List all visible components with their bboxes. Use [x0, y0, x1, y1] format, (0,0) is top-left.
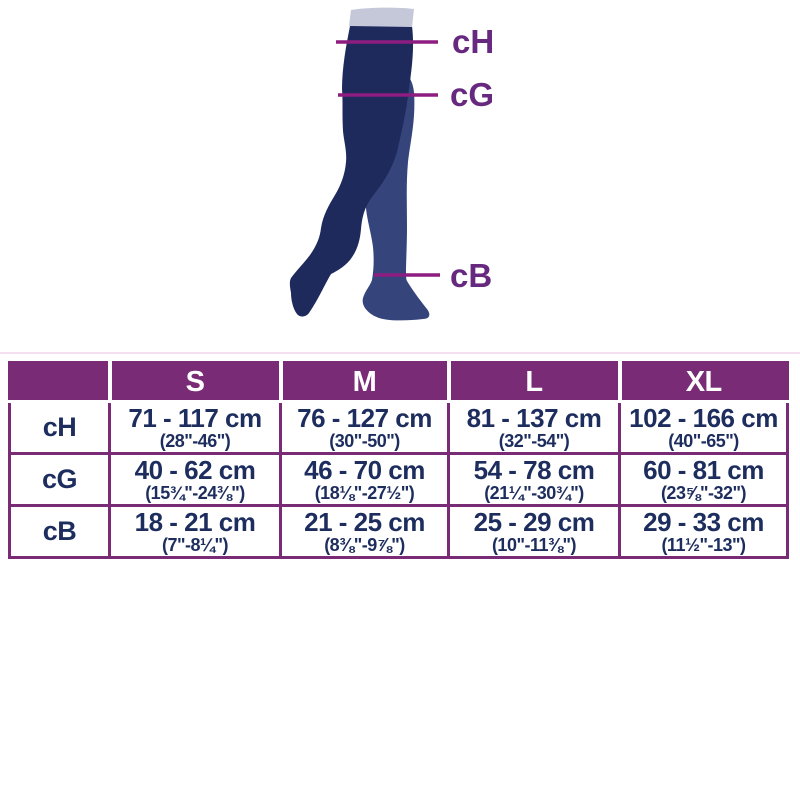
cell-cb-m: 21 - 25 cm (8⅜"-9⅞")	[279, 504, 450, 559]
row-label-ch: cH	[8, 400, 111, 455]
cell-cg-xl: 60 - 81 cm (23⅝"-32")	[618, 452, 789, 507]
size-table: S M L XL cH 71 - 117 cm (28"-46") 76 - 1…	[8, 361, 789, 559]
cell-value-inch: (32"-54")	[498, 431, 570, 452]
cg-label: cG	[450, 76, 494, 113]
cb-label: cB	[450, 257, 492, 294]
cell-value-inch: (18⅛"-27½")	[314, 483, 415, 504]
cell-cb-s: 18 - 21 cm (7"-8¼")	[108, 504, 282, 559]
cell-value-inch: (21¼"-30¾")	[484, 483, 584, 504]
cell-value-cm: 71 - 117 cm	[128, 402, 262, 433]
row-label-cg: cG	[8, 452, 111, 507]
cell-value-cm: 81 - 137 cm	[466, 402, 602, 433]
cell-value-cm: 18 - 21 cm	[134, 506, 256, 537]
cell-value-cm: 76 - 127 cm	[297, 402, 432, 433]
header-corner-cell	[8, 361, 110, 403]
header-size-m: M	[278, 361, 449, 403]
cell-value-inch: (28"-46")	[159, 431, 231, 452]
header-size-s: S	[107, 361, 281, 403]
divider-line	[0, 352, 800, 354]
back-leg-shape	[362, 69, 430, 321]
cell-value-inch: (8⅜"-9⅞")	[324, 535, 405, 556]
cell-value-cm: 54 - 78 cm	[473, 454, 595, 485]
cell-cg-l: 54 - 78 cm (21¼"-30¾")	[447, 452, 621, 507]
cell-value-cm: 60 - 81 cm	[643, 454, 764, 485]
cell-value-cm: 46 - 70 cm	[304, 454, 425, 485]
cell-ch-s: 71 - 117 cm (28"-46")	[108, 400, 282, 455]
cell-value-inch: (23⅝"-32")	[660, 483, 747, 504]
cell-ch-l: 81 - 137 cm (32"-54")	[447, 400, 621, 455]
cell-value-inch: (10"-11⅜")	[491, 535, 577, 556]
ch-label: cH	[452, 23, 494, 60]
table-row-cg: cG 40 - 62 cm (15¾"-24⅜") 46 - 70 cm (18…	[8, 452, 789, 507]
cell-value-cm: 40 - 62 cm	[134, 454, 256, 485]
cell-value-cm: 29 - 33 cm	[643, 506, 764, 537]
table-row-ch: cH 71 - 117 cm (28"-46") 76 - 127 cm (30…	[8, 400, 789, 455]
cell-value-inch: (7"-8¼")	[161, 535, 229, 556]
stocking-band	[349, 7, 414, 27]
cell-ch-m: 76 - 127 cm (30"-50")	[279, 400, 450, 455]
cell-cg-m: 46 - 70 cm (18⅛"-27½")	[279, 452, 450, 507]
cell-cb-l: 25 - 29 cm (10"-11⅜")	[447, 504, 621, 559]
table-row-cb: cB 18 - 21 cm (7"-8¼") 21 - 25 cm (8⅜"-9…	[8, 504, 789, 559]
size-table-header-row: S M L XL	[8, 361, 788, 403]
cell-value-cm: 102 - 166 cm	[629, 402, 778, 433]
cell-value-inch: (15¾"-24⅜")	[145, 483, 245, 504]
cell-value-cm: 21 - 25 cm	[304, 506, 425, 537]
cell-ch-xl: 102 - 166 cm (40"-65")	[618, 400, 789, 455]
header-size-xl: XL	[617, 361, 788, 403]
cell-value-cm: 25 - 29 cm	[473, 506, 595, 537]
cell-cg-s: 40 - 62 cm (15¾"-24⅜")	[108, 452, 282, 507]
cell-value-inch: (40"-65")	[668, 431, 739, 452]
row-label-cb: cB	[8, 504, 111, 559]
cell-cb-xl: 29 - 33 cm (11½"-13")	[618, 504, 789, 559]
front-leg-shape	[289, 26, 414, 317]
legs-diagram: cH cG cB	[289, 7, 494, 321]
cell-value-inch: (30"-50")	[329, 431, 400, 452]
header-size-l: L	[446, 361, 620, 403]
cell-value-inch: (11½"-13")	[661, 535, 746, 556]
